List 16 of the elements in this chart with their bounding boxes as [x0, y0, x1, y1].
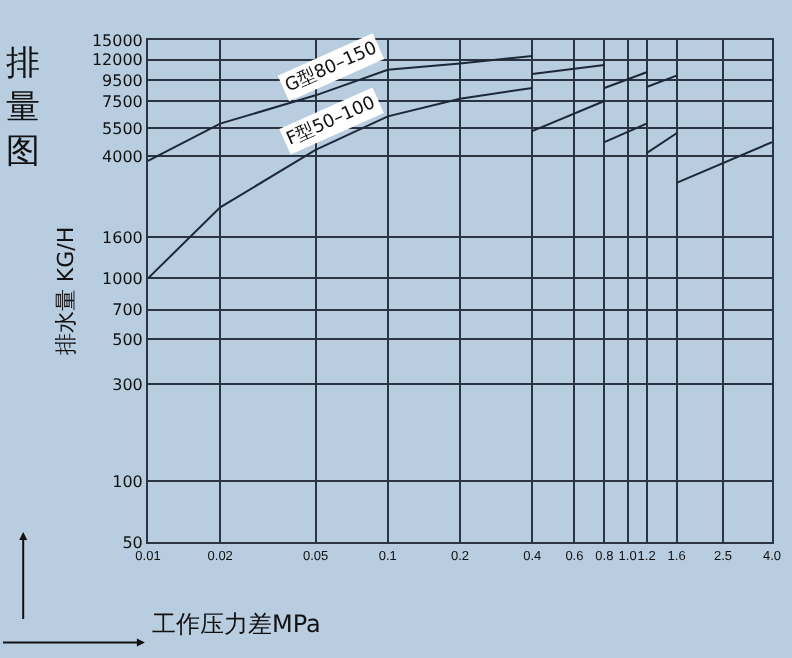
y-tick-label: 12000 [91, 51, 143, 70]
y-tick-label: 50 [122, 533, 143, 552]
y-tick-label: 1600 [102, 228, 143, 247]
y-tick-label: 7500 [102, 92, 143, 111]
y-tick-label: 4000 [102, 147, 143, 166]
y-tick-label: 700 [112, 301, 143, 320]
y-tick-label: 1000 [102, 269, 143, 288]
y-tick-label: 15000 [91, 31, 143, 50]
text: 排量图 [6, 44, 40, 173]
x-axis-title: 工作压力差MPa [152, 610, 321, 638]
y-tick-label: 100 [112, 472, 143, 491]
y-tick-label: 5500 [102, 119, 143, 138]
y-tick-label: 9500 [102, 71, 143, 90]
y-tick-label: 500 [112, 330, 143, 349]
y-tick-label: 300 [112, 375, 143, 394]
y-axis-title: 排水量 KG/H [53, 226, 80, 356]
